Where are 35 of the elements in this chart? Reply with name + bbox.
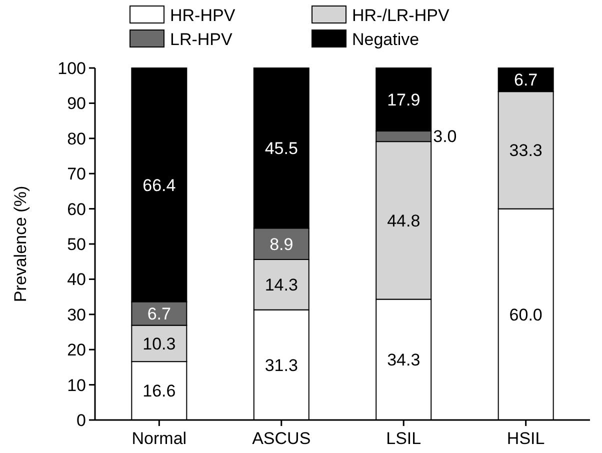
- data-label: 31.3: [264, 356, 298, 375]
- legend-label: HR-HPV: [170, 6, 236, 25]
- y-tick-label: 70: [67, 164, 86, 184]
- legend-label: HR-/LR-HPV: [352, 6, 450, 25]
- data-label: 3.0: [433, 127, 457, 146]
- y-tick-label: 0: [76, 410, 86, 430]
- data-label: 44.8: [387, 211, 420, 230]
- y-tick-label: 30: [67, 305, 86, 324]
- y-tick-label: 90: [67, 94, 86, 114]
- x-tick-label: Normal: [132, 429, 187, 448]
- y-axis-title: Prevalence (%): [11, 186, 30, 302]
- data-label: 6.7: [147, 304, 171, 324]
- data-label: 14.3: [264, 276, 298, 295]
- data-label: 34.3: [387, 350, 420, 370]
- x-tick-label: LSIL: [386, 429, 422, 448]
- x-tick-label: HSIL: [506, 429, 545, 448]
- data-label: 16.6: [142, 382, 176, 401]
- data-label: 66.4: [142, 176, 176, 195]
- y-tick-label: 40: [67, 270, 86, 290]
- legend-label: Negative: [352, 30, 420, 49]
- data-label: 45.5: [264, 139, 298, 158]
- y-tick-label: 50: [67, 234, 86, 254]
- data-label: 17.9: [387, 90, 420, 110]
- y-tick-label: 20: [67, 340, 86, 360]
- y-tick-label: 80: [67, 129, 86, 148]
- x-tick-label: ASCUS: [252, 429, 311, 448]
- data-label: 8.9: [270, 234, 294, 254]
- data-label: 33.3: [509, 141, 542, 160]
- y-tick-label: 10: [67, 376, 86, 395]
- y-tick-label: 60: [67, 200, 86, 219]
- legend-label: LR-HPV: [170, 30, 234, 49]
- data-label: 60.0: [509, 305, 542, 324]
- data-label: 6.7: [514, 70, 538, 90]
- y-tick-label: 100: [58, 58, 86, 78]
- data-label: 10.3: [142, 334, 176, 354]
